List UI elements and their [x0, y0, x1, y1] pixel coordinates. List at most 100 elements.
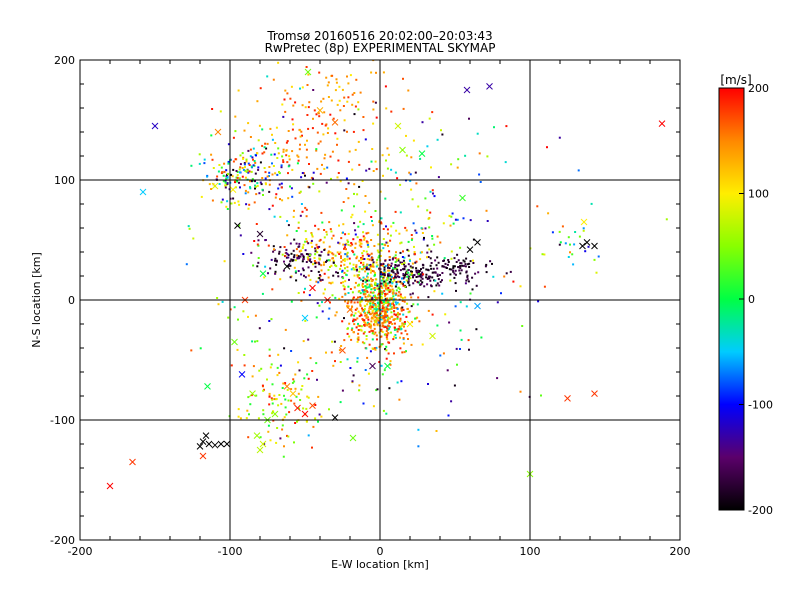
- data-point: [396, 270, 399, 273]
- data-point: [366, 242, 369, 245]
- data-point: [351, 103, 354, 106]
- data-point: [234, 115, 237, 118]
- data-point: [366, 316, 369, 319]
- data-point: [351, 291, 354, 294]
- data-point: [376, 388, 379, 391]
- data-point: [493, 126, 495, 129]
- data-point: [419, 157, 422, 160]
- data-point: [277, 152, 280, 155]
- data-point: [373, 312, 376, 315]
- data-point: [384, 348, 387, 351]
- data-point: [292, 104, 295, 107]
- data-point: [315, 261, 318, 264]
- data-point: [252, 365, 255, 368]
- data-point: [384, 310, 387, 313]
- data-point: [369, 307, 372, 310]
- data-point: [417, 273, 420, 275]
- data-point: [340, 281, 343, 284]
- data-point: [393, 267, 396, 270]
- data-point: [364, 195, 367, 197]
- data-point: [372, 122, 375, 125]
- data-point: [279, 437, 282, 440]
- data-point: [364, 299, 367, 302]
- data-point: [328, 245, 331, 248]
- data-point: [361, 254, 364, 257]
- data-point: [247, 396, 250, 399]
- data-point: [243, 364, 246, 367]
- data-point: [307, 377, 310, 380]
- data-point: [397, 259, 400, 262]
- data-point: [564, 242, 567, 245]
- data-point: [344, 292, 347, 295]
- data-point: [387, 276, 390, 279]
- data-point: [264, 265, 267, 268]
- data-point: [293, 238, 296, 241]
- data-point: [323, 272, 326, 275]
- data-point: [346, 269, 349, 272]
- data-point: [275, 260, 278, 263]
- data-point: [595, 271, 598, 274]
- data-point: [374, 295, 377, 298]
- data-point: [471, 276, 474, 279]
- data-point: [429, 190, 432, 193]
- data-point: [275, 398, 278, 400]
- data-point: [314, 250, 317, 253]
- data-point: [285, 251, 288, 254]
- data-point: [239, 171, 241, 174]
- data-point: [403, 267, 406, 270]
- data-point: [291, 150, 294, 153]
- data-point: [364, 281, 367, 284]
- data-point: [342, 201, 345, 203]
- data-point: [356, 357, 359, 360]
- data-point: [230, 173, 233, 176]
- data-point: [218, 164, 221, 166]
- data-point: [465, 279, 468, 282]
- data-point: [569, 243, 571, 246]
- data-point: [310, 241, 313, 244]
- data-point: [314, 253, 317, 256]
- data-point: [584, 250, 587, 253]
- data-point: [263, 151, 266, 154]
- data-point: [283, 416, 286, 419]
- data-point: [306, 373, 309, 376]
- data-point: [375, 168, 378, 171]
- data-point: [254, 161, 257, 164]
- data-point: [381, 373, 384, 376]
- data-point: [383, 320, 386, 323]
- data-point: [374, 316, 377, 319]
- data-point: [402, 107, 405, 110]
- data-point: [432, 192, 434, 195]
- data-point: [249, 186, 251, 189]
- data-point: [420, 283, 423, 286]
- data-point: [386, 319, 389, 322]
- data-point: [313, 256, 316, 259]
- data-point: [287, 399, 290, 402]
- data-point: [388, 308, 391, 311]
- data-point: [293, 402, 296, 405]
- data-point: [387, 153, 390, 156]
- data-point: [368, 279, 370, 282]
- data-point: [300, 273, 303, 276]
- data-point: [436, 235, 439, 238]
- data-point: [343, 129, 346, 132]
- data-point: [384, 333, 387, 336]
- data-point: [415, 276, 418, 278]
- data-point: [237, 89, 240, 92]
- cross-marker: [294, 404, 301, 412]
- data-point: [387, 303, 390, 306]
- data-point: [351, 327, 354, 330]
- data-point: [267, 430, 270, 433]
- cross-marker: [106, 482, 114, 490]
- data-point: [317, 420, 319, 423]
- data-point: [268, 392, 271, 395]
- data-point: [390, 265, 393, 267]
- data-point: [457, 266, 460, 268]
- data-point: [257, 244, 260, 247]
- data-point: [232, 160, 235, 163]
- data-point: [312, 425, 315, 428]
- data-point: [268, 395, 271, 398]
- data-point: [355, 264, 358, 267]
- data-point: [357, 108, 360, 111]
- data-point: [239, 417, 242, 420]
- data-point: [467, 339, 470, 342]
